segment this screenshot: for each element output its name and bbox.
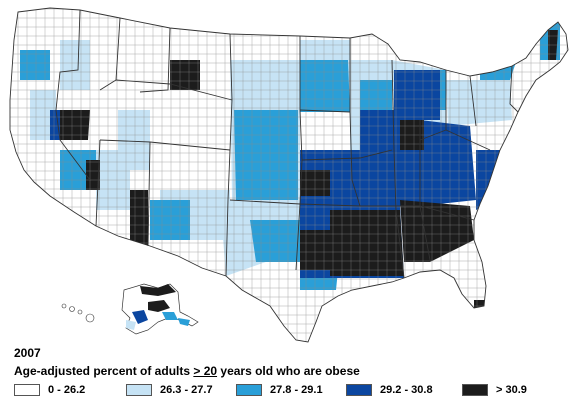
legend-swatch-3 <box>236 384 262 396</box>
legend: 0 - 26.2 26.3 - 27.7 27.8 - 29.1 29.2 - … <box>14 382 574 398</box>
legend-swatch-1 <box>14 384 40 396</box>
legend-item-5: > 30.9 <box>462 382 527 398</box>
legend-label-1: 0 - 26.2 <box>48 384 86 396</box>
legend-swatch-5 <box>462 384 488 396</box>
legend-swatch-4 <box>346 384 372 396</box>
map-year: 2007 <box>14 346 41 360</box>
subtitle-threshold: > 20 <box>193 364 218 378</box>
subtitle-suffix: years old who are obese <box>217 364 360 378</box>
legend-label-2: 26.3 - 27.7 <box>160 384 213 396</box>
county-borders <box>10 8 568 342</box>
legend-label-3: 27.8 - 29.1 <box>270 384 323 396</box>
legend-item-4: 29.2 - 30.8 <box>346 382 433 398</box>
alaska <box>121 283 199 335</box>
legend-label-5: > 30.9 <box>496 384 527 396</box>
map-svg <box>9 7 569 343</box>
legend-swatch-2 <box>126 384 152 396</box>
legend-label-4: 29.2 - 30.8 <box>380 384 433 396</box>
legend-item-1: 0 - 26.2 <box>14 382 85 398</box>
map-subtitle: Age-adjusted percent of adults > 20 year… <box>14 364 360 378</box>
hawaii <box>61 303 95 323</box>
state-borders <box>9 7 569 343</box>
us-county-map <box>9 7 569 343</box>
subtitle-prefix: Age-adjusted percent of adults <box>14 364 194 378</box>
legend-item-3: 27.8 - 29.1 <box>236 382 323 398</box>
legend-item-2: 26.3 - 27.7 <box>126 382 213 398</box>
county-fills <box>10 8 568 342</box>
